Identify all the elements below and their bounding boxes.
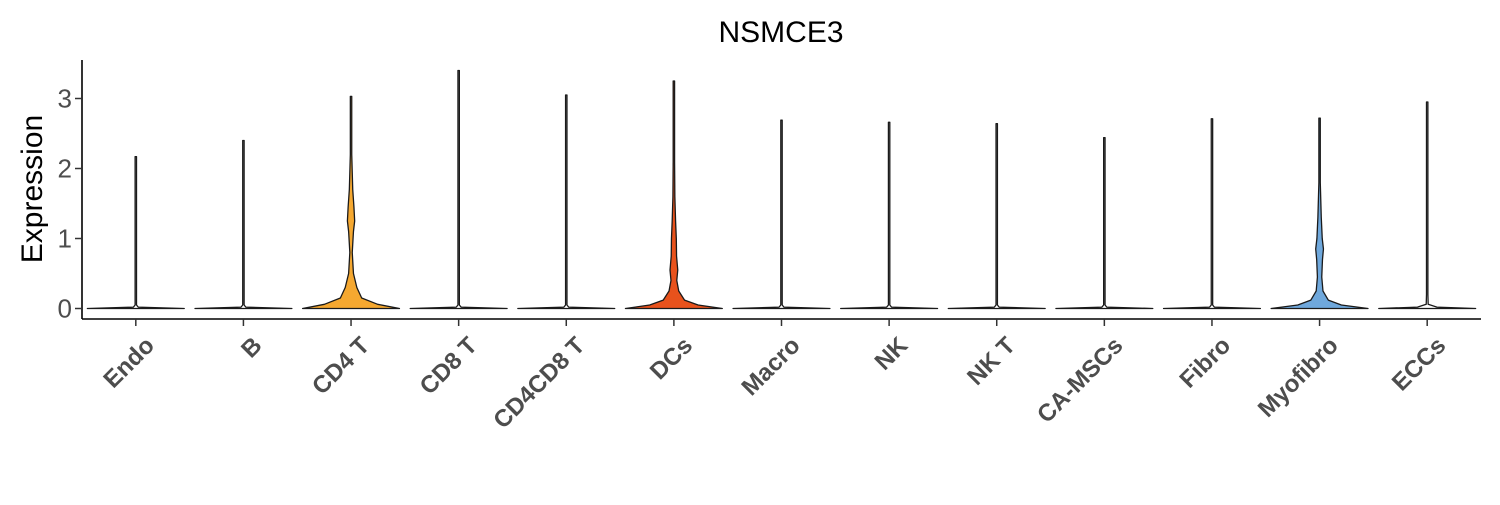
x-tick-label: ECCs (1387, 332, 1451, 396)
violin-cd4cd8-t (517, 94, 616, 310)
x-tick-label: CA-MSCs (1032, 332, 1128, 428)
violin-myofibro (1270, 117, 1369, 310)
y-tick-label: 0 (58, 294, 72, 324)
y-tick-label: 2 (58, 154, 72, 184)
x-tick-label: DCs (645, 332, 698, 385)
x-tick-label: Fibro (1175, 332, 1237, 394)
chart-title: NSMCE3 (718, 16, 843, 49)
violin-dcs (624, 80, 723, 310)
violin-eccs (1378, 101, 1477, 310)
violin-cd8-t (409, 69, 508, 310)
x-tick-label: NK (870, 332, 914, 376)
violin-fibro (1162, 118, 1262, 310)
x-tick-label: CD8 T (415, 332, 483, 400)
y-tick-label: 1 (58, 224, 72, 254)
violin-nk (840, 121, 939, 310)
x-tick-label: Macro (737, 332, 806, 401)
x-tick-label: CD4CD8 T (488, 332, 590, 434)
y-axis-label: Expression (16, 115, 49, 263)
violin-cd4-t (301, 95, 401, 310)
x-tick-label: B (236, 332, 267, 363)
x-tick-label: NK T (962, 332, 1021, 391)
y-tick-label: 3 (58, 84, 72, 114)
violin-macro (732, 119, 831, 310)
violin-nk-t (947, 123, 1046, 310)
x-tick-label: Myofibro (1253, 332, 1344, 423)
x-tick-label: Endo (98, 332, 160, 394)
violin-b (194, 139, 293, 310)
violin-ca-mscs (1055, 137, 1154, 310)
violin-endo (86, 155, 185, 310)
x-tick-label: CD4 T (307, 332, 375, 400)
